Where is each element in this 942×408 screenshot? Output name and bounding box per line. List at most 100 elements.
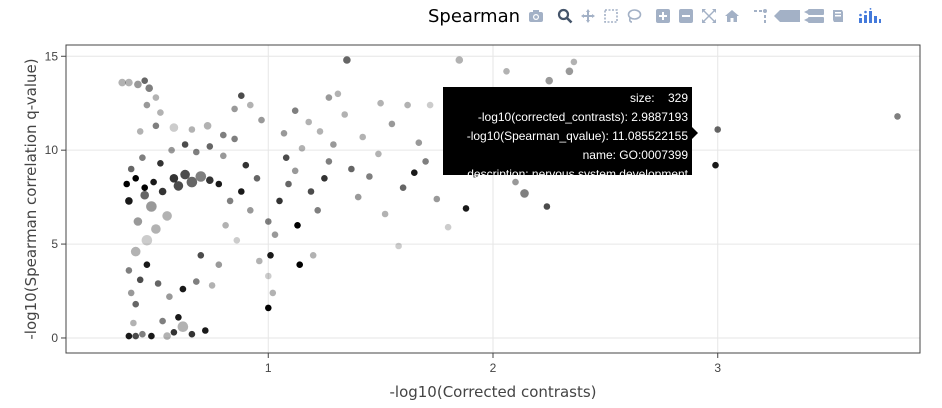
scatter-point[interactable] [366, 173, 373, 180]
scatter-point[interactable] [157, 109, 164, 116]
scatter-point[interactable] [316, 128, 324, 135]
scatter-point[interactable] [208, 282, 216, 289]
scatter-point[interactable] [325, 158, 333, 165]
scatter-point[interactable] [197, 252, 205, 259]
scatter-point[interactable] [168, 146, 175, 154]
scatter-point[interactable] [215, 180, 223, 188]
scatter-point[interactable] [158, 187, 167, 196]
scatter-point[interactable] [341, 111, 349, 118]
scatter-point[interactable] [253, 175, 261, 182]
scatter-point[interactable] [125, 197, 133, 205]
box-select-icon[interactable] [601, 6, 621, 26]
scatter-point[interactable] [242, 161, 250, 169]
scatter-point[interactable] [169, 123, 179, 132]
scatter-point[interactable] [179, 285, 187, 293]
scatter-point[interactable] [267, 252, 274, 259]
scatter-point[interactable] [152, 94, 160, 101]
scatter-point[interactable] [220, 152, 227, 160]
spike-lines-icon[interactable] [751, 6, 771, 26]
scatter-point[interactable] [282, 154, 290, 161]
zoom-in-icon[interactable] [653, 6, 673, 26]
scatter-point[interactable] [276, 197, 283, 205]
scatter-point[interactable] [154, 280, 162, 287]
scatter-point[interactable] [433, 195, 441, 203]
scatter-point[interactable] [455, 56, 464, 64]
scatter-point[interactable] [193, 148, 200, 156]
scatter-point[interactable] [157, 160, 164, 167]
edit-chart-icon[interactable] [828, 6, 848, 26]
scatter-point[interactable] [321, 175, 328, 182]
scatter-point[interactable] [354, 193, 362, 201]
scatter-point[interactable] [222, 222, 229, 229]
scatter-point[interactable] [238, 92, 245, 99]
zoom-out-icon[interactable] [676, 6, 696, 26]
scatter-point[interactable] [404, 101, 411, 109]
scatter-point[interactable] [123, 180, 130, 188]
scatter-point[interactable] [151, 224, 161, 234]
scatter-point[interactable] [296, 261, 304, 269]
scatter-point[interactable] [285, 180, 292, 188]
points-layer[interactable] [118, 56, 901, 340]
lasso-select-icon[interactable] [624, 6, 644, 26]
scatter-point[interactable] [170, 329, 178, 336]
scatter-point[interactable] [894, 113, 901, 120]
zoom-icon[interactable] [555, 6, 575, 26]
scatter-point[interactable] [139, 330, 146, 338]
scatter-point[interactable] [206, 176, 214, 184]
scatter-point[interactable] [143, 261, 151, 269]
scatter-point[interactable] [188, 330, 196, 338]
scatter-point[interactable] [206, 143, 214, 150]
scatter-point[interactable] [377, 99, 384, 107]
scatter-point[interactable] [231, 135, 238, 143]
scatter-point[interactable] [305, 118, 313, 126]
scatter-point[interactable] [233, 237, 241, 244]
scatter-point[interactable] [247, 101, 254, 109]
scatter-point[interactable] [139, 154, 146, 161]
scatter-point[interactable] [175, 314, 182, 321]
scatter-point[interactable] [140, 190, 149, 200]
scatter-point[interactable] [422, 158, 429, 165]
scatter-point[interactable] [399, 184, 407, 191]
camera-icon[interactable] [526, 6, 546, 26]
scatter-point[interactable] [146, 201, 157, 212]
scatter-point[interactable] [543, 203, 551, 210]
home-icon[interactable] [722, 6, 742, 26]
scatter-point[interactable] [570, 58, 578, 66]
scatter-point[interactable] [136, 276, 144, 284]
scatter-point[interactable] [148, 332, 155, 340]
scatter-point[interactable] [186, 176, 198, 188]
scatter-point[interactable] [169, 174, 179, 183]
scatter-point[interactable] [125, 267, 133, 274]
scatter-point[interactable] [145, 84, 153, 92]
scatter-point[interactable] [381, 210, 389, 218]
plotly-logo-icon[interactable] [857, 6, 883, 26]
scatter-point[interactable] [307, 188, 315, 195]
scatter-point[interactable] [271, 231, 279, 238]
scatter-point[interactable] [334, 90, 342, 98]
scatter-point[interactable] [291, 167, 299, 175]
scatter-point[interactable] [258, 116, 265, 124]
scatter-point[interactable] [226, 197, 234, 205]
scatter-point[interactable] [395, 242, 402, 250]
scatter-point[interactable] [125, 78, 133, 87]
scatter-point[interactable] [325, 94, 333, 101]
scatter-point[interactable] [132, 332, 139, 340]
scatter-point[interactable] [444, 223, 452, 231]
scatter-point[interactable] [298, 145, 306, 152]
pan-icon[interactable] [578, 6, 598, 26]
scatter-point[interactable] [462, 205, 470, 212]
scatter-point[interactable] [193, 278, 200, 285]
scatter-point[interactable] [520, 189, 529, 198]
scatter-point[interactable] [143, 101, 151, 109]
scatter-point[interactable] [503, 68, 510, 75]
scatter-point[interactable] [265, 272, 272, 280]
scatter-point[interactable] [130, 319, 137, 327]
scatter-point[interactable] [291, 107, 299, 114]
scatter-point[interactable] [314, 207, 322, 214]
scatter-point[interactable] [231, 105, 238, 113]
scatter-point[interactable] [134, 80, 142, 89]
scatter-point[interactable] [125, 332, 133, 340]
scatter-point[interactable] [375, 150, 382, 158]
scatter-point[interactable] [426, 101, 434, 109]
scatter-point[interactable] [714, 126, 721, 133]
